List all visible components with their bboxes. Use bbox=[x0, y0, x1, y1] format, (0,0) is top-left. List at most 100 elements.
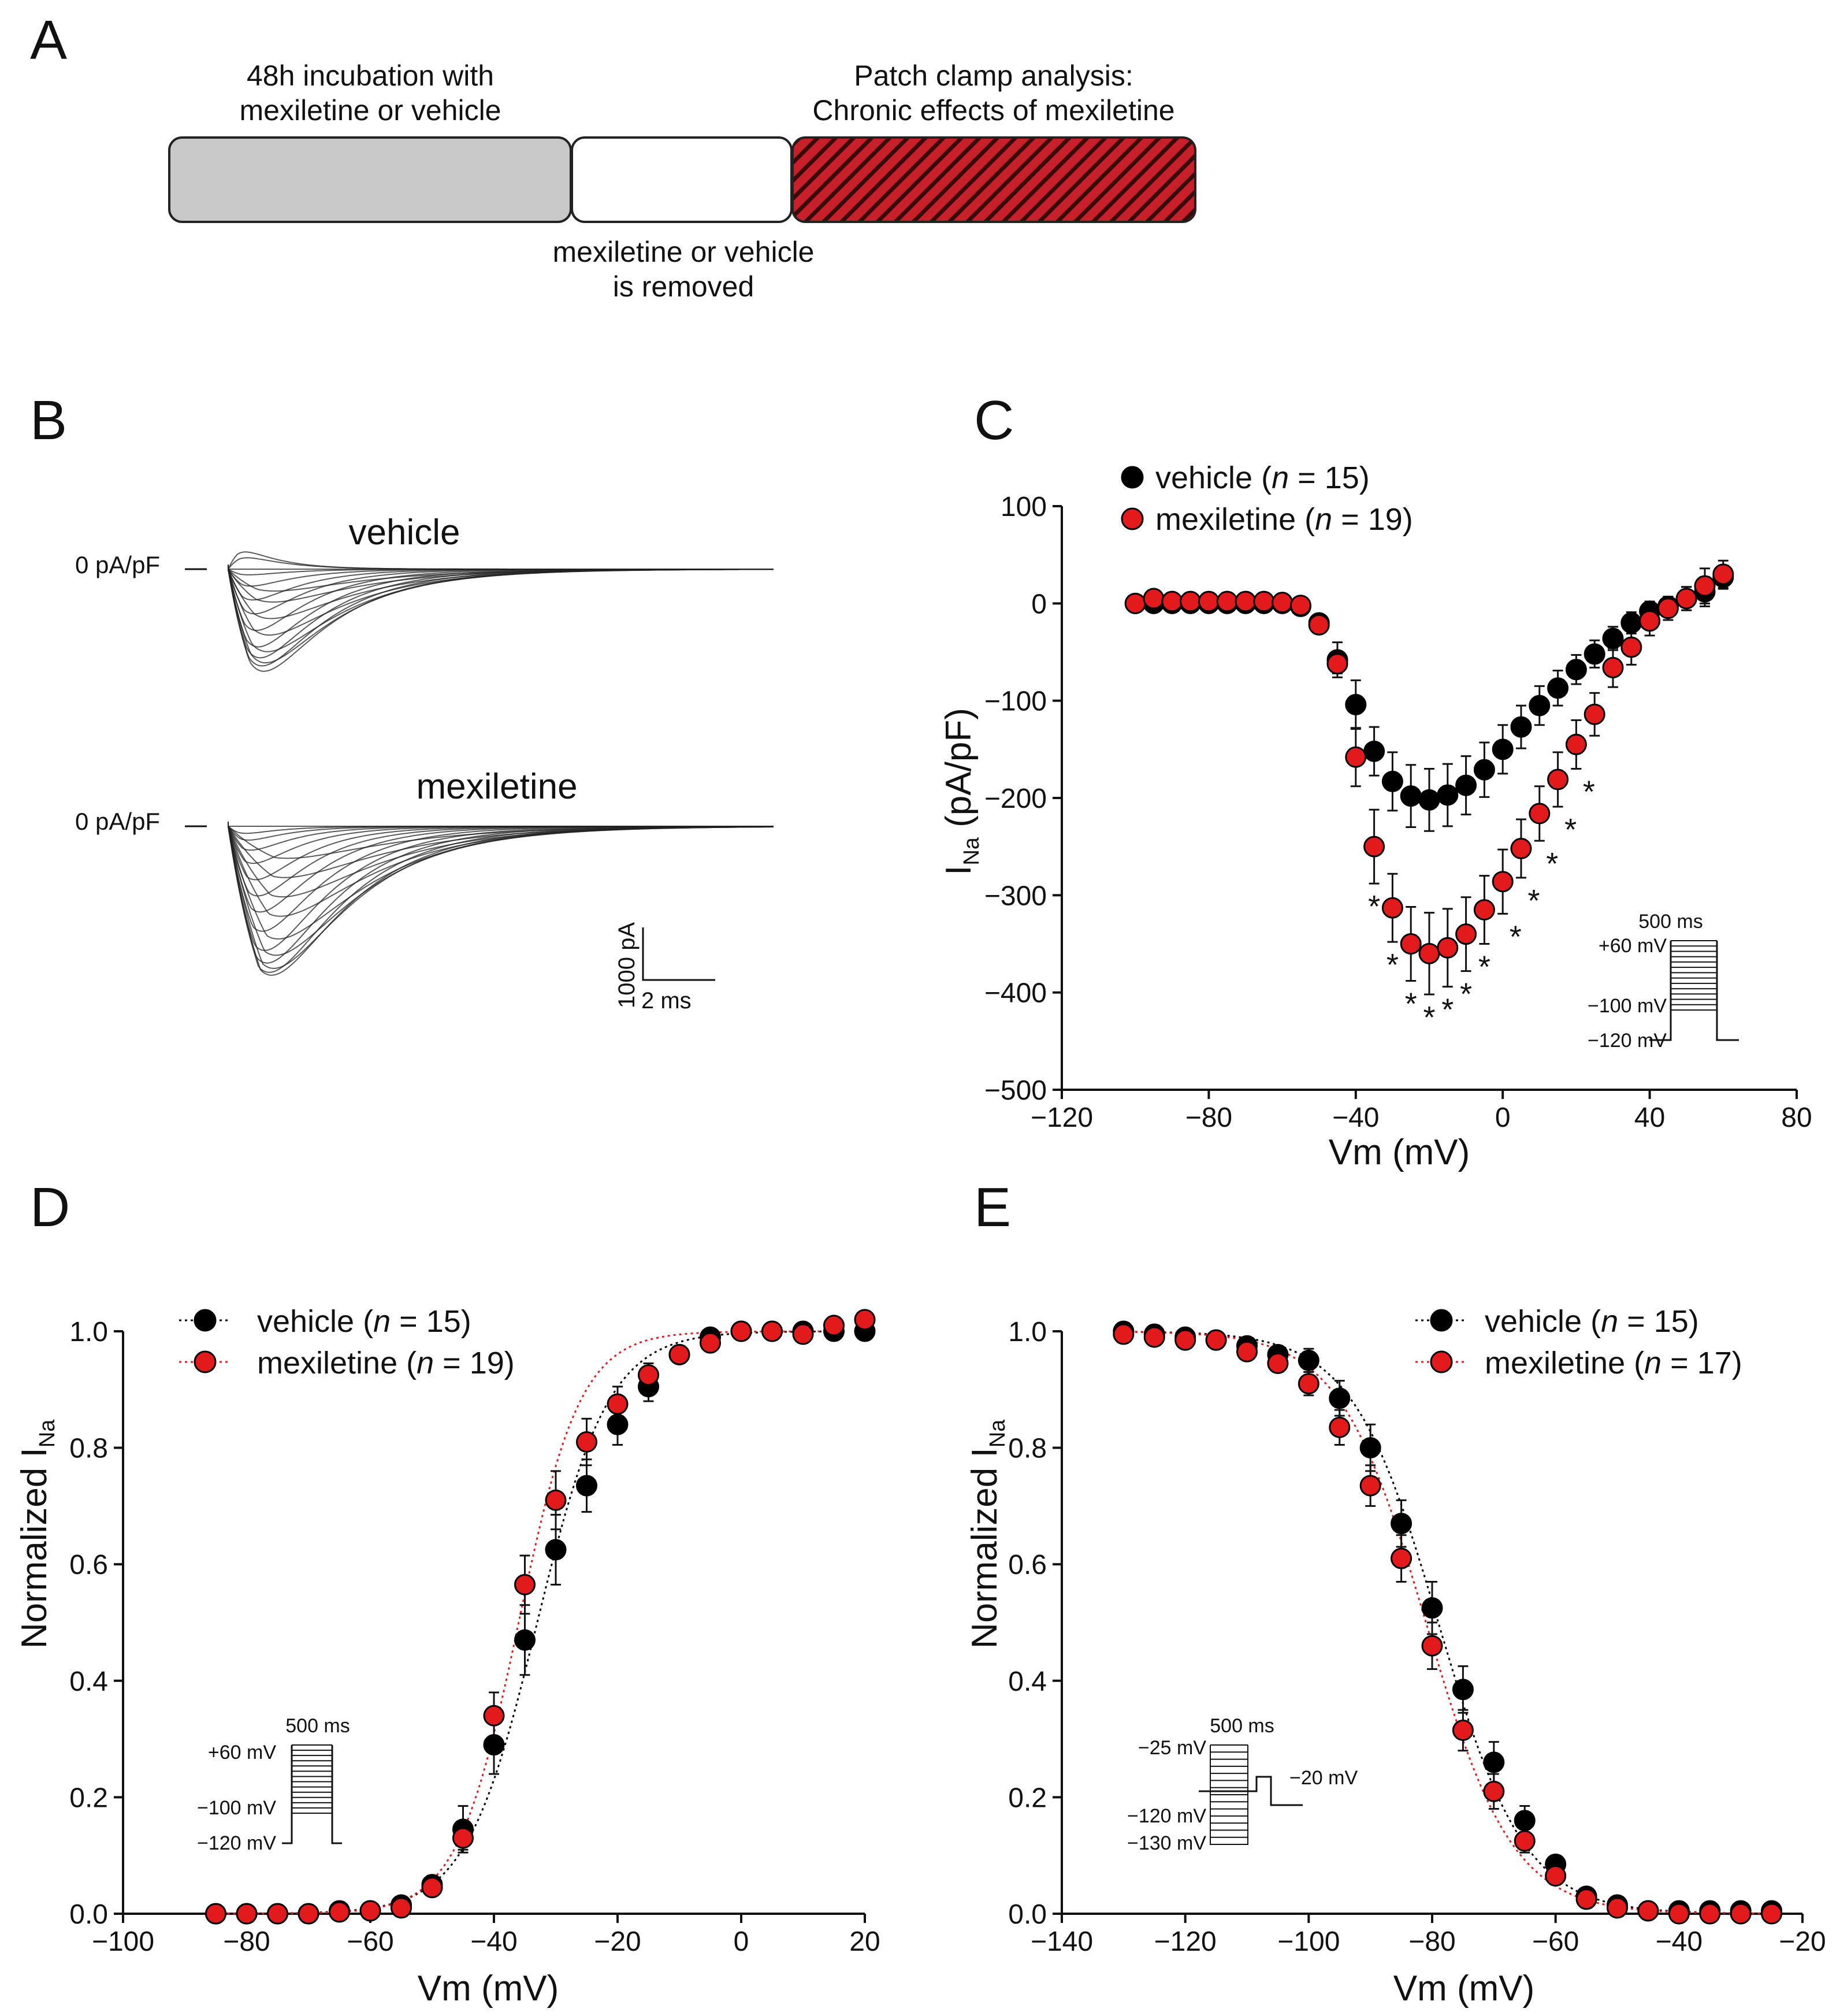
point-c-mexiletine bbox=[1639, 610, 1661, 632]
traces-mex-sweep bbox=[228, 822, 774, 976]
point-e-vehicle bbox=[1359, 1437, 1381, 1459]
chart-c-significance: * bbox=[1564, 812, 1577, 847]
point-c-mexiletine bbox=[1565, 733, 1587, 755]
point-d-mexiletine bbox=[792, 1323, 814, 1345]
incubation-label-2: mexiletine or vehicle bbox=[240, 94, 501, 127]
point-e-mexiletine bbox=[1267, 1352, 1289, 1374]
legend-d-vehicle-marker bbox=[194, 1309, 217, 1332]
chart-e-y-tick-label: 1.0 bbox=[1008, 1317, 1047, 1347]
chart-c-y-tick-label: 0 bbox=[1031, 589, 1047, 619]
point-c-vehicle bbox=[1510, 716, 1532, 738]
point-c-vehicle bbox=[1583, 643, 1605, 665]
panel-b-letter: B bbox=[30, 389, 67, 451]
legend-d-vehicle: vehicle (n = 15) bbox=[257, 1304, 471, 1339]
point-d-mexiletine bbox=[483, 1705, 505, 1727]
patch-label-2: Chronic effects of mexiletine bbox=[812, 94, 1174, 127]
traces-mex-sweep bbox=[228, 822, 774, 940]
traces-mex-sweep bbox=[228, 822, 774, 973]
point-c-mexiletine bbox=[1272, 592, 1293, 614]
point-c-vehicle bbox=[1381, 770, 1403, 792]
point-c-mexiletine bbox=[1418, 942, 1440, 964]
point-c-mexiletine bbox=[1602, 656, 1624, 678]
traces-mex-sweep bbox=[228, 822, 774, 827]
protocol-inset-e bbox=[1199, 1744, 1303, 1845]
point-e-mexiletine bbox=[1298, 1373, 1319, 1395]
legend-e-mexiletine-marker bbox=[1430, 1350, 1453, 1373]
scale-bar bbox=[642, 927, 715, 981]
chart-c-significance: * bbox=[1386, 948, 1399, 982]
chart-d-y-tick-label: 0.6 bbox=[69, 1550, 108, 1580]
zero-label-vehicle: 0 pA/pF bbox=[75, 551, 160, 578]
trace-vehicle-label: vehicle bbox=[349, 513, 460, 552]
chart-d-x-tick-label: −40 bbox=[470, 1926, 517, 1957]
chart-c-ylabel-sub: Na bbox=[960, 837, 984, 865]
point-e-mexiletine bbox=[1483, 1780, 1505, 1802]
traces-mexiletine bbox=[228, 822, 774, 976]
point-c-mexiletine bbox=[1363, 836, 1385, 857]
chart-d-y-tick-label: 1.0 bbox=[69, 1317, 108, 1347]
point-d-mexiletine bbox=[823, 1315, 845, 1336]
chart-c-significance: * bbox=[1405, 986, 1417, 1021]
patch-label-1: Patch clamp analysis: bbox=[854, 60, 1133, 92]
chart-c-ylabel-unit: (pA/pF) bbox=[939, 708, 979, 837]
traces-mex-sweep bbox=[228, 822, 774, 956]
point-e-vehicle bbox=[1483, 1751, 1505, 1773]
point-d-vehicle bbox=[514, 1629, 536, 1651]
chart-d-x-tick-label: −80 bbox=[223, 1926, 270, 1957]
point-c-vehicle bbox=[1473, 759, 1495, 781]
point-e-mexiletine bbox=[1668, 1903, 1690, 1925]
point-e-mexiletine bbox=[1113, 1323, 1135, 1345]
point-c-mexiletine bbox=[1620, 636, 1642, 658]
chart-e-x-tick-label: −140 bbox=[1031, 1926, 1093, 1957]
panel-c-letter: C bbox=[974, 389, 1014, 451]
protocol-e-test: −20 mV bbox=[1289, 1767, 1358, 1789]
chart-e-x-tick-label: −120 bbox=[1154, 1926, 1217, 1957]
point-c-mexiletine bbox=[1289, 595, 1311, 617]
traces-mex-sweep bbox=[228, 822, 774, 859]
scale-bar-y-label: 1000 pA bbox=[614, 922, 640, 1008]
point-e-mexiletine bbox=[1391, 1547, 1412, 1569]
chart-d-y-tick-label: 0.4 bbox=[69, 1666, 108, 1697]
point-c-mexiletine bbox=[1675, 588, 1697, 610]
point-e-mexiletine bbox=[1607, 1897, 1628, 1919]
point-c-mexiletine bbox=[1712, 563, 1734, 585]
point-d-mexiletine bbox=[421, 1877, 443, 1899]
traces-veh-sweep bbox=[228, 565, 774, 648]
svg-text:Normalized INa: Normalized INa bbox=[14, 1419, 60, 1649]
point-c-vehicle bbox=[1529, 695, 1551, 716]
svg-text:Normalized INa: Normalized INa bbox=[965, 1419, 1010, 1649]
chart-c-significance: * bbox=[1546, 847, 1558, 881]
washout-box bbox=[571, 136, 793, 223]
protocol-e-top: −25 mV bbox=[1138, 1737, 1206, 1759]
traces-veh-sweep bbox=[228, 565, 774, 667]
legend-e-vehicle-marker bbox=[1430, 1309, 1453, 1332]
chart-c-x-tick-label: −80 bbox=[1185, 1102, 1232, 1133]
chart-c-y-tick-label: −400 bbox=[984, 978, 1047, 1009]
chart-d-x-tick-label: 20 bbox=[849, 1926, 880, 1957]
chart-e-x-tick-label: −100 bbox=[1277, 1926, 1340, 1957]
panel-a-letter: A bbox=[30, 9, 67, 71]
trace-mexiletine-label: mexiletine bbox=[416, 767, 577, 807]
point-d-mexiletine bbox=[391, 1897, 412, 1919]
point-c-vehicle bbox=[1565, 659, 1587, 681]
point-d-vehicle bbox=[607, 1413, 629, 1435]
traces-vehicle bbox=[228, 551, 774, 672]
fit-e-mexiletine bbox=[1123, 1331, 1772, 1915]
point-c-vehicle bbox=[1345, 693, 1367, 715]
protocol-d-time: 500 ms bbox=[285, 1715, 350, 1737]
point-c-mexiletine bbox=[1492, 871, 1514, 893]
point-e-mexiletine bbox=[1359, 1475, 1381, 1497]
protocol-inset-d bbox=[282, 1744, 342, 1844]
chart-e-x-tick-label: −80 bbox=[1408, 1926, 1455, 1957]
point-c-mexiletine bbox=[1198, 591, 1220, 612]
point-e-vehicle bbox=[1452, 1679, 1474, 1701]
point-c-mexiletine bbox=[1326, 653, 1348, 675]
chart-c-significance: * bbox=[1478, 950, 1490, 985]
point-c-vehicle bbox=[1418, 789, 1440, 811]
chart-e-y-tick-label: 0.6 bbox=[1008, 1550, 1047, 1580]
legend-c-vehicle: vehicle (n = 15) bbox=[1155, 461, 1370, 495]
panel-d-letter: D bbox=[30, 1176, 70, 1238]
point-d-vehicle bbox=[576, 1475, 597, 1497]
legend-e-mexiletine: mexiletine (n = 17) bbox=[1485, 1346, 1742, 1380]
point-c-mexiletine bbox=[1510, 838, 1532, 860]
